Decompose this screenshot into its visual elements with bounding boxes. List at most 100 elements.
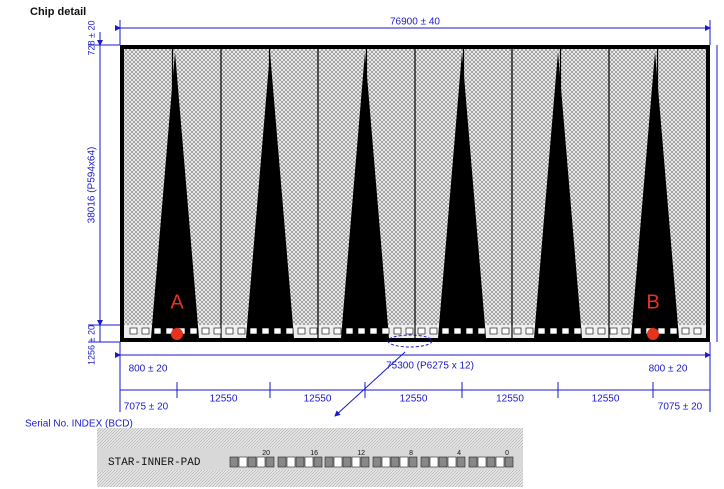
- pad: [129, 327, 138, 335]
- index-cell: [468, 456, 478, 468]
- pad: [561, 327, 570, 335]
- pad: [405, 327, 414, 335]
- index-cell: [229, 456, 239, 468]
- index-cell: [295, 456, 305, 468]
- index-cell: [399, 456, 409, 468]
- index-cell: [277, 456, 287, 468]
- pad: [693, 327, 702, 335]
- index-cell: [304, 456, 314, 468]
- dimension-lines: [88, 20, 718, 417]
- pad: [669, 327, 678, 335]
- index-cell: [360, 456, 370, 468]
- pitch-label: 12550: [210, 394, 238, 405]
- index-cell: [256, 456, 266, 468]
- dim-top-margin: 728 ± 20: [86, 21, 96, 56]
- pad: [429, 327, 438, 335]
- pad: [309, 327, 318, 335]
- pad: [633, 327, 642, 335]
- index-number: 4: [457, 450, 461, 457]
- index-cell: [456, 456, 466, 468]
- index-cell: [408, 456, 418, 468]
- index-cell: [342, 456, 352, 468]
- triangle: [151, 52, 199, 338]
- dim-width: 76900 ± 40: [390, 17, 440, 28]
- serial-title: Serial No. INDEX (BCD): [25, 419, 133, 430]
- index-cell: [324, 456, 334, 468]
- pitch-label: 12550: [592, 394, 620, 405]
- dim-left-pad: 800 ± 20: [129, 364, 168, 375]
- triangle: [534, 52, 582, 338]
- pad: [345, 327, 354, 335]
- pad: [321, 327, 330, 335]
- pad: [225, 327, 234, 335]
- index-cell: [390, 456, 400, 468]
- pad: [597, 327, 606, 335]
- pad: [273, 327, 282, 335]
- index-cell: [447, 456, 457, 468]
- pad: [333, 327, 342, 335]
- pad: [573, 327, 582, 335]
- index-cell: [313, 456, 323, 468]
- index-cell: [333, 456, 343, 468]
- pad: [681, 327, 690, 335]
- marker-label: B: [646, 291, 659, 313]
- pad: [297, 327, 306, 335]
- pitch-label: 12550: [400, 394, 428, 405]
- dim-bottom-margin: 1256 ± 20: [86, 325, 96, 365]
- pad: [501, 327, 510, 335]
- pad: [153, 327, 162, 335]
- index-number: 8: [409, 450, 413, 457]
- pad: [585, 327, 594, 335]
- pad: [189, 327, 198, 335]
- index-cell: [238, 456, 248, 468]
- index-cell: [477, 456, 487, 468]
- dim-height: 38016 (P594x64): [87, 147, 98, 224]
- pad: [285, 327, 294, 335]
- dim-left-edge: 7075 ± 20: [124, 402, 169, 413]
- index-cell: [438, 456, 448, 468]
- pad: [453, 327, 462, 335]
- index-cell: [247, 456, 257, 468]
- pad: [261, 327, 270, 335]
- pad: [249, 327, 258, 335]
- marker-label: A: [170, 291, 184, 313]
- pad: [609, 327, 618, 335]
- index-cell: [265, 456, 275, 468]
- pad: [141, 327, 150, 335]
- index-cell: [286, 456, 296, 468]
- index-cell: [429, 456, 439, 468]
- dim-pad-span: 75300 (P6275 x 12): [386, 361, 474, 372]
- triangle: [631, 52, 679, 338]
- index-cell: [495, 456, 505, 468]
- index-number: 0: [505, 450, 509, 457]
- pad: [381, 327, 390, 335]
- pad: [441, 327, 450, 335]
- pad: [357, 327, 366, 335]
- dim-right-edge: 7075 ± 20: [658, 402, 703, 413]
- index-cell: [486, 456, 496, 468]
- pad: [393, 327, 402, 335]
- pitch-label: 12550: [304, 394, 332, 405]
- pad: [369, 327, 378, 335]
- pad: [621, 327, 630, 335]
- pad: [657, 327, 666, 335]
- marker-dot: [171, 328, 183, 340]
- index-number: 12: [357, 450, 365, 457]
- pad: [489, 327, 498, 335]
- triangle: [341, 52, 389, 338]
- pad: [201, 327, 210, 335]
- index-cell: [420, 456, 430, 468]
- pad: [465, 327, 474, 335]
- pad: [525, 327, 534, 335]
- index-number: 16: [310, 450, 318, 457]
- pad: [237, 327, 246, 335]
- index-cell: [372, 456, 382, 468]
- pad: [213, 327, 222, 335]
- generated: A B 12550 12550 12550 12550 12550 20 16 12 8 4 0: [119, 49, 711, 468]
- index-number: 20: [262, 450, 270, 457]
- pad: [513, 327, 522, 335]
- pad: [537, 327, 546, 335]
- triangle: [246, 52, 294, 338]
- index-cell: [351, 456, 361, 468]
